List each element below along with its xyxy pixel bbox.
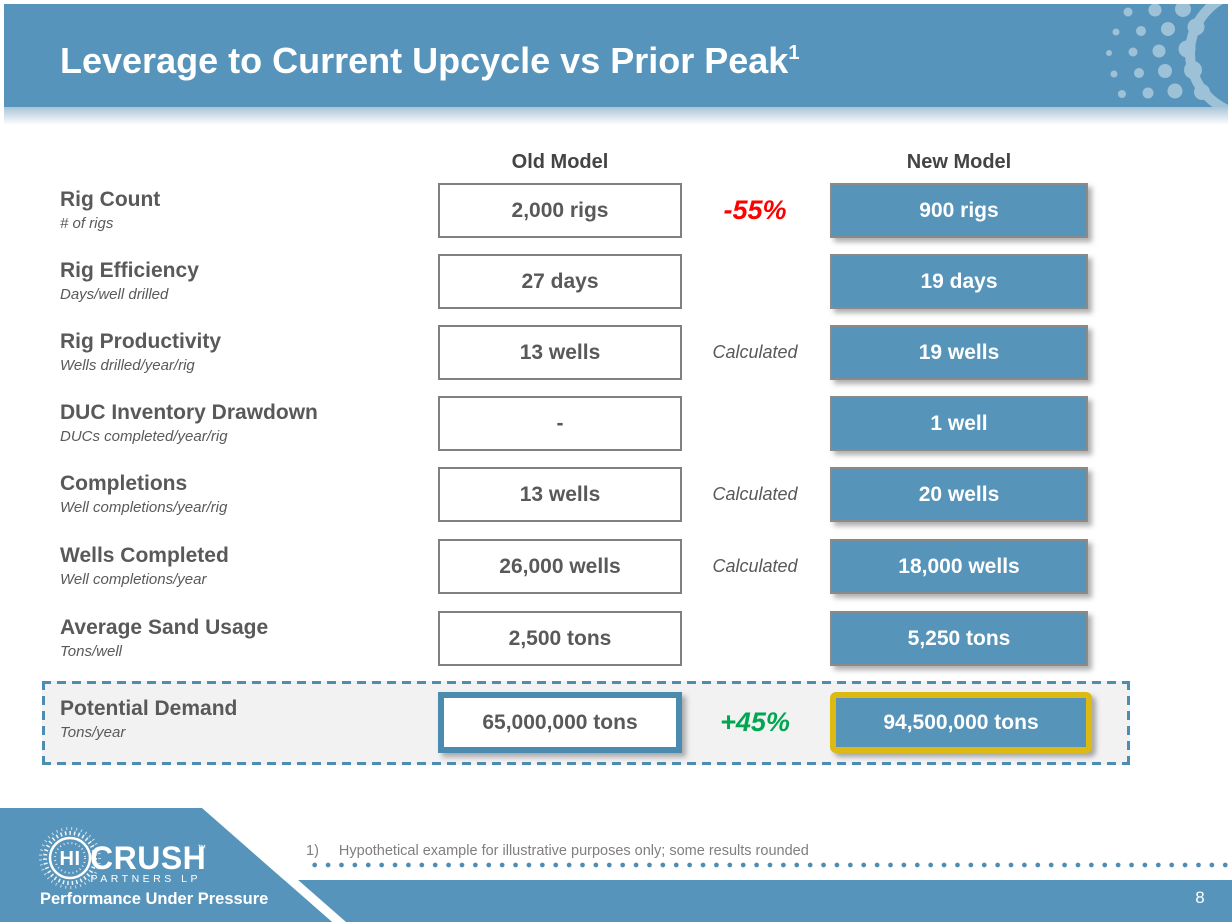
page-title: Leverage to Current Upcycle vs Prior Pea… [60, 40, 799, 82]
row-label-group: Potential Demand Tons/year [60, 697, 237, 741]
footnote-marker: 1) [306, 843, 319, 859]
calculated-annotation: Calculated [712, 556, 798, 576]
row-label-group: Rig Efficiency Days/well drilled [60, 259, 199, 303]
footnote-text: Hypothetical example for illustrative pu… [338, 843, 809, 859]
row-label: Rig Efficiency [60, 259, 199, 282]
new-model-value-box: 5,250 tons [830, 611, 1088, 666]
row-label-group: Average Sand Usage Tons/well [60, 616, 268, 660]
old-model-value-box: 13 wells [438, 467, 682, 522]
row-sublabel: Well completions/year/rig [60, 499, 228, 516]
new-model-value-box: 18,000 wells [830, 539, 1088, 594]
footnote: 1) Hypothetical example for illustrative … [306, 843, 809, 859]
table-row: Wells Completed Well completions/year 26… [0, 539, 1232, 594]
table-row: Average Sand Usage Tons/well 2,500 tons … [0, 611, 1232, 666]
new-model-value-box: 20 wells [830, 467, 1088, 522]
old-model-value-box: 26,000 wells [438, 539, 682, 594]
old-model-value-box: 2,000 rigs [438, 183, 682, 238]
new-model-value-box-highlighted: 94,500,000 tons [830, 692, 1092, 753]
footnote-dots-divider [308, 861, 1232, 869]
old-model-value-box: 13 wells [438, 325, 682, 380]
row-sublabel: DUCs completed/year/rig [60, 428, 228, 445]
delta-annotation: -55% [723, 195, 787, 225]
logo-tagline: Performance Under Pressure [40, 890, 268, 908]
logo-hi-text: HI [60, 848, 81, 870]
old-model-value-box: - [438, 396, 682, 451]
hicrush-logo: HI CRUSH ™ PARTNERS LP Performance Under… [39, 827, 268, 908]
row-label-group: Wells Completed Well completions/year [60, 544, 229, 588]
table-row: DUC Inventory Drawdown DUCs completed/ye… [0, 396, 1232, 451]
row-sublabel: Wells drilled/year/rig [60, 357, 195, 374]
row-sublabel: Tons/year [60, 724, 126, 741]
new-model-value-box: 19 wells [830, 325, 1088, 380]
logo-partners-text: PARTNERS LP [91, 873, 201, 885]
row-sublabel: Tons/well [60, 643, 122, 660]
title-footnote-ref: 1 [788, 42, 800, 64]
page-title-text: Leverage to Current Upcycle vs Prior Pea… [60, 40, 789, 81]
old-model-value-box: 65,000,000 tons [438, 692, 682, 753]
row-label: Wells Completed [60, 544, 229, 567]
header-band [4, 4, 1228, 107]
row-label: Completions [60, 472, 188, 495]
delta-annotation: +45% [720, 707, 790, 737]
old-model-value-box: 27 days [438, 254, 682, 309]
logo-trademark: ™ [197, 843, 206, 853]
header-fade [4, 107, 1228, 125]
row-label: Average Sand Usage [60, 616, 269, 639]
row-label-group: DUC Inventory Drawdown DUCs completed/ye… [60, 401, 318, 445]
calculated-annotation: Calculated [712, 484, 798, 504]
column-header-old-model: Old Model [511, 151, 609, 173]
row-label-group: Rig Count # of rigs [60, 188, 160, 232]
footer-diagonal-gap [202, 808, 346, 922]
new-model-value-box: 19 days [830, 254, 1088, 309]
table-row: Rig Efficiency Days/well drilled 27 days… [0, 254, 1232, 309]
column-header-new-model: New Model [906, 151, 1012, 173]
calculated-annotation: Calculated [712, 342, 798, 362]
table-row: Rig Count # of rigs 2,000 rigs -55% 900 … [0, 183, 1232, 238]
dots-pattern-icon [1106, 4, 1228, 107]
row-label: DUC Inventory Drawdown [60, 401, 318, 424]
row-label: Rig Productivity [60, 330, 222, 353]
logo-crush-text: CRUSH [90, 840, 206, 876]
table-row: Rig Productivity Wells drilled/year/rig … [0, 325, 1232, 380]
row-sublabel: Well completions/year [60, 571, 207, 588]
footer: HI CRUSH ™ PARTNERS LP Performance Under… [0, 808, 1232, 922]
row-label: Potential Demand [60, 697, 238, 720]
page-number: 8 [1195, 888, 1205, 907]
new-model-value-box: 900 rigs [830, 183, 1088, 238]
row-label-group: Completions Well completions/year/rig [60, 472, 227, 516]
new-model-value-box: 1 well [830, 396, 1088, 451]
row-label: Rig Count [60, 188, 161, 211]
row-label-group: Rig Productivity Wells drilled/year/rig [60, 330, 221, 374]
table-row: Completions Well completions/year/rig 13… [0, 467, 1232, 522]
old-model-value-box: 2,500 tons [438, 611, 682, 666]
potential-demand-row: Potential Demand Tons/year 65,000,000 to… [42, 681, 1130, 765]
row-sublabel: # of rigs [60, 215, 114, 232]
row-sublabel: Days/well drilled [60, 286, 169, 303]
